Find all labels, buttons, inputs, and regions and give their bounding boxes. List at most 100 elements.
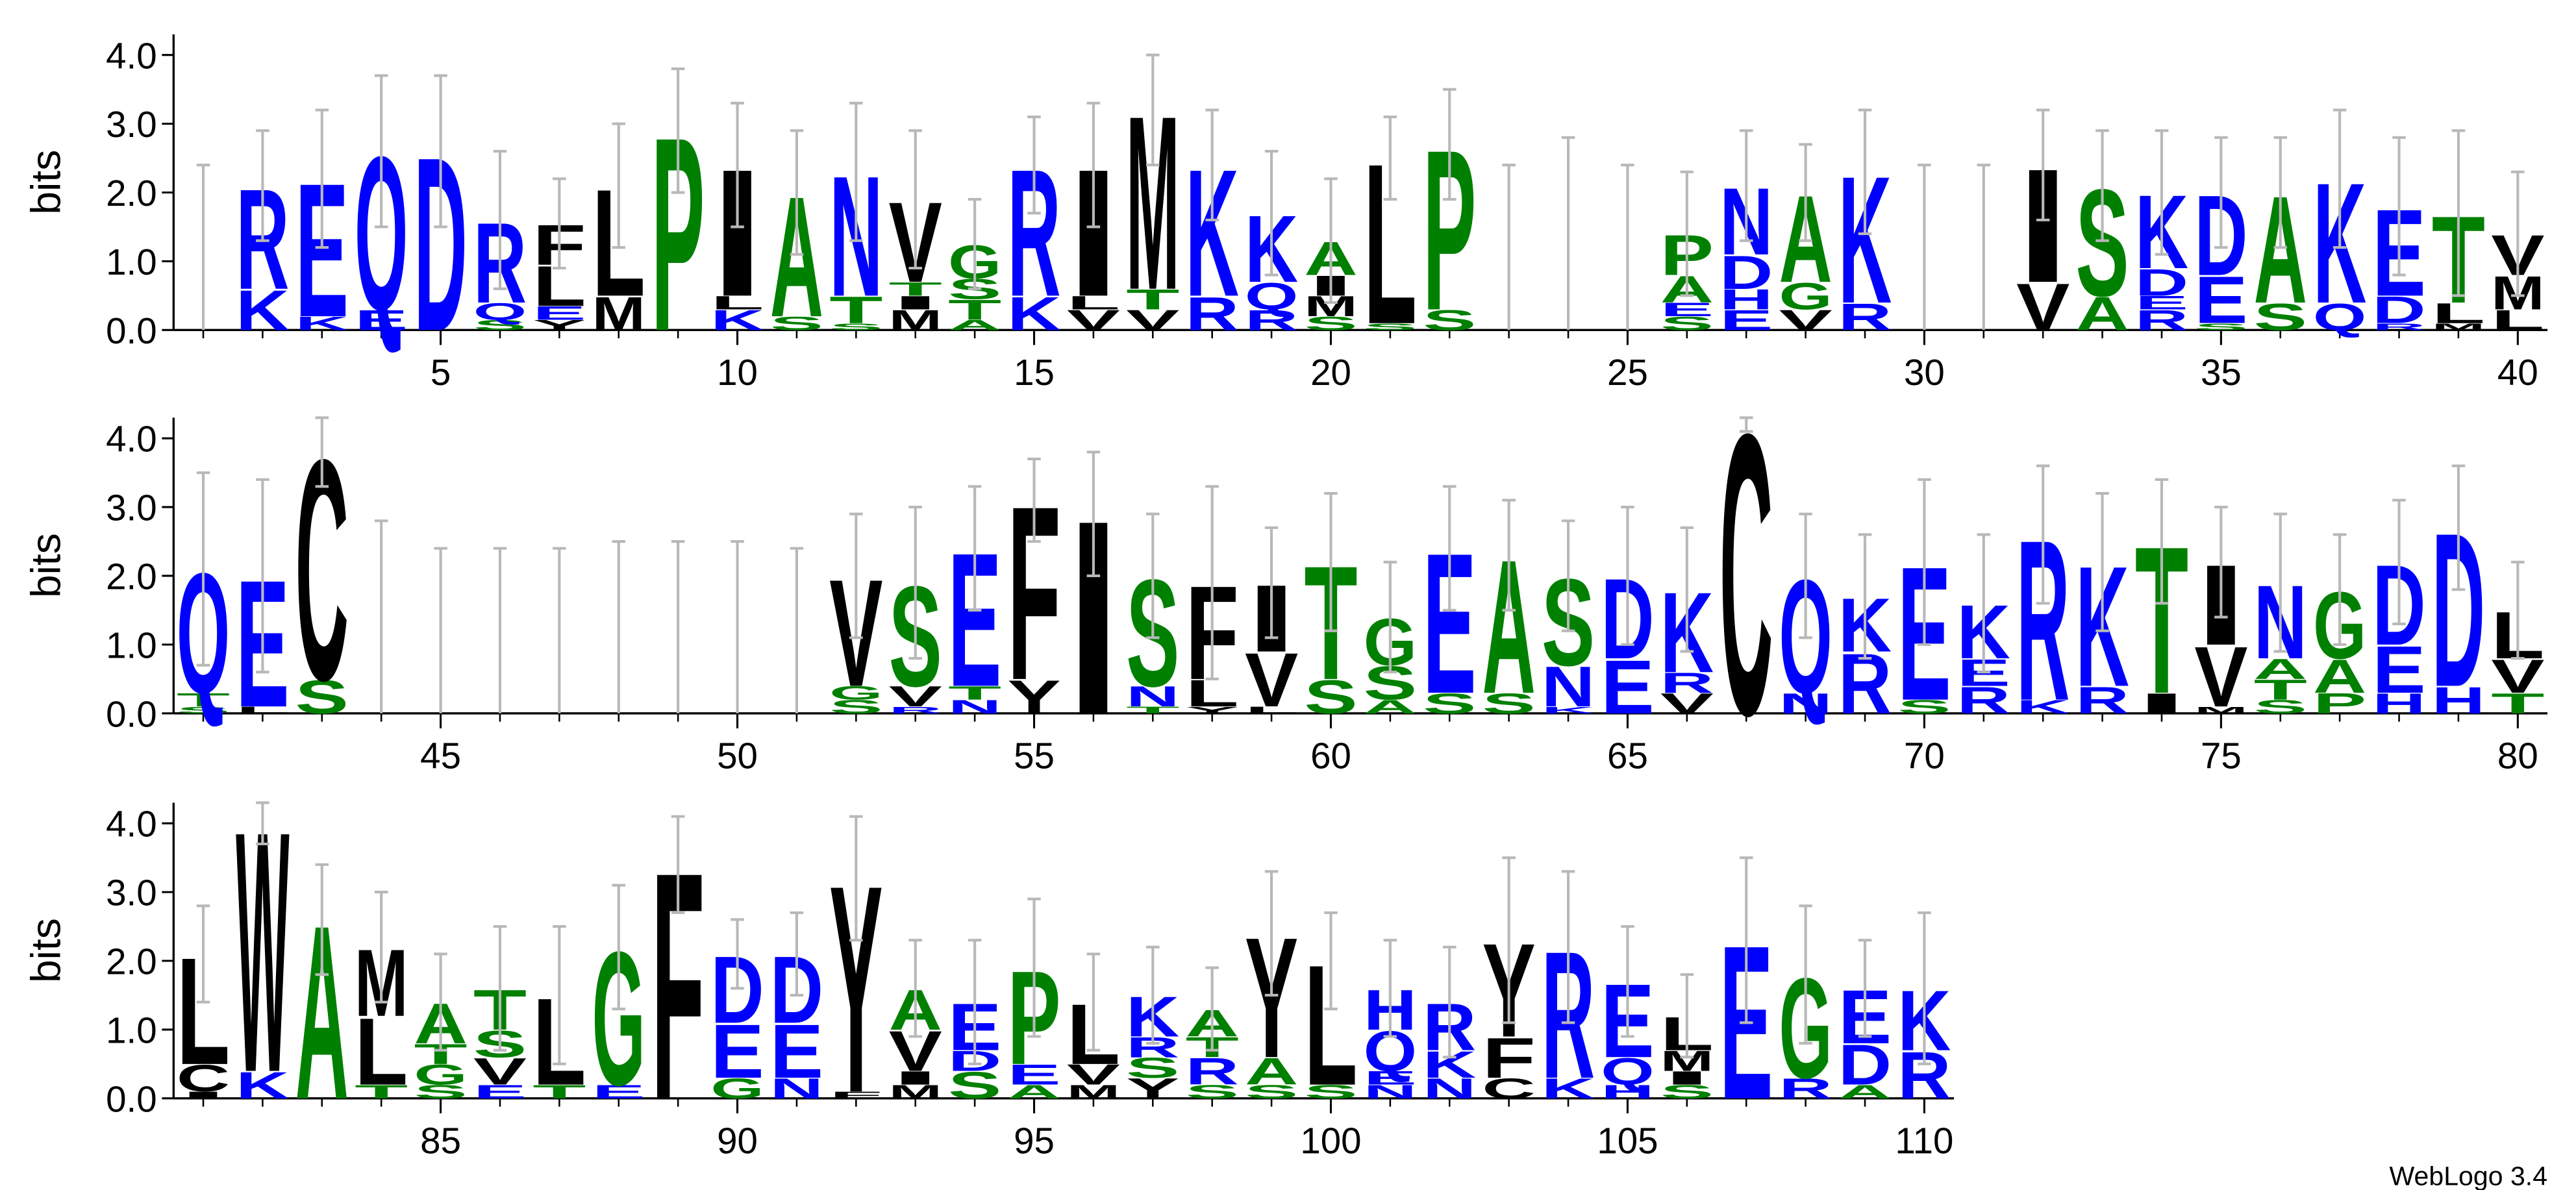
letter: K bbox=[1007, 287, 1060, 340]
letter: T bbox=[355, 1081, 408, 1102]
letter: S bbox=[1423, 304, 1476, 336]
y-tick-label: 1.0 bbox=[106, 625, 157, 665]
letter: H bbox=[2432, 679, 2485, 722]
letter: R bbox=[2372, 321, 2425, 332]
letter: E bbox=[592, 1081, 645, 1102]
letter: R bbox=[1838, 296, 1892, 339]
letter: R bbox=[1186, 1050, 1239, 1093]
letter: Q bbox=[1601, 1050, 1654, 1093]
letter: L bbox=[710, 292, 764, 314]
x-tick-label: 20 bbox=[1310, 352, 1351, 393]
letter: Q bbox=[2313, 296, 2366, 338]
letter: A bbox=[1364, 696, 1417, 717]
letter: H bbox=[1601, 1081, 1654, 1102]
letter: S bbox=[1186, 1081, 1239, 1102]
letter: M bbox=[889, 304, 942, 336]
x-tick-label: 10 bbox=[717, 352, 758, 393]
letter: L bbox=[1067, 292, 1120, 314]
letter: T bbox=[948, 682, 1001, 704]
letter: I bbox=[889, 292, 942, 314]
letter: F bbox=[829, 1090, 882, 1100]
letter: V bbox=[1067, 1059, 1121, 1091]
x-tick-label: 70 bbox=[1904, 735, 1945, 776]
x-tick-label: 75 bbox=[2201, 735, 2242, 776]
letter: G bbox=[829, 682, 882, 704]
letter: Y bbox=[1126, 1072, 1179, 1105]
letter: K bbox=[2016, 696, 2070, 717]
y-tick-label: 2.0 bbox=[106, 173, 157, 214]
x-tick-label: 110 bbox=[1895, 1121, 1953, 1161]
letter: V bbox=[1126, 304, 1180, 336]
letter: V bbox=[1067, 304, 1121, 336]
letter: S bbox=[1304, 1081, 1357, 1102]
letter: I bbox=[1660, 1067, 1714, 1089]
letter: E bbox=[1719, 304, 1773, 336]
x-tick-label: 80 bbox=[2497, 735, 2538, 776]
x-tick-label: 95 bbox=[1014, 1121, 1055, 1161]
letter: F bbox=[1482, 1026, 1536, 1090]
letter: T bbox=[532, 1081, 586, 1102]
x-tick-label: 90 bbox=[717, 1121, 758, 1161]
x-tick-label: 30 bbox=[1904, 352, 1945, 393]
footer: WebLogo 3.4 bbox=[2390, 1161, 2548, 1190]
letter: S bbox=[295, 670, 349, 724]
letter: I bbox=[889, 1067, 942, 1089]
y-tick-label: 4.0 bbox=[106, 35, 157, 76]
x-tick-label: 60 bbox=[1310, 735, 1351, 776]
letter: S bbox=[1482, 688, 1536, 720]
y-tick-label: 3.0 bbox=[106, 104, 157, 145]
letter: P bbox=[2313, 688, 2366, 720]
letter: G bbox=[1779, 275, 1832, 317]
letter: N bbox=[1779, 688, 1832, 719]
letter: E bbox=[1007, 1059, 1060, 1091]
letter: E bbox=[770, 1009, 823, 1095]
letter: S bbox=[770, 313, 823, 334]
letter: D bbox=[1838, 1033, 1892, 1097]
letter: T bbox=[829, 289, 882, 332]
letter: T bbox=[889, 279, 942, 300]
letter: A bbox=[948, 317, 1001, 333]
letter: S bbox=[1423, 688, 1476, 720]
y-tick-label: 1.0 bbox=[106, 1010, 157, 1050]
letter: R bbox=[2075, 679, 2129, 722]
letter: R bbox=[889, 705, 942, 715]
letter: E bbox=[1660, 299, 1714, 321]
letter: E bbox=[473, 1081, 527, 1102]
letter: S bbox=[829, 321, 882, 332]
letter: A bbox=[2313, 650, 2366, 703]
letter: K bbox=[295, 313, 349, 334]
y-tick-label: 0.0 bbox=[106, 693, 157, 734]
letter: S bbox=[2254, 696, 2307, 717]
letter: R bbox=[1957, 679, 2010, 722]
letter: E bbox=[2372, 633, 2425, 708]
letter: E bbox=[532, 303, 586, 324]
letter: S bbox=[829, 696, 882, 717]
y-tick-label: 0.0 bbox=[106, 310, 157, 351]
x-tick-label: 5 bbox=[431, 352, 451, 393]
letter: D bbox=[2372, 289, 2425, 332]
letter: K bbox=[710, 304, 764, 336]
letter: M bbox=[2194, 704, 2247, 715]
x-tick-label: 105 bbox=[1597, 1121, 1658, 1161]
letter: I bbox=[2135, 688, 2188, 719]
letter: C bbox=[177, 1058, 230, 1100]
letter: L bbox=[1245, 705, 1298, 715]
letter: C bbox=[1482, 1072, 1536, 1104]
letter: Y bbox=[1186, 705, 1239, 715]
letter: L bbox=[355, 998, 408, 1105]
letter: M bbox=[592, 287, 645, 340]
letter: V bbox=[2016, 270, 2070, 345]
x-tick-label: 100 bbox=[1300, 1121, 1361, 1161]
letter: S bbox=[177, 705, 230, 715]
x-tick-label: 25 bbox=[1607, 352, 1648, 393]
letter: S bbox=[1304, 313, 1357, 334]
x-tick-label: 40 bbox=[2497, 352, 2538, 393]
x-tick-label: 45 bbox=[420, 735, 461, 776]
letter: E bbox=[355, 304, 408, 336]
letter: T bbox=[1126, 705, 1179, 715]
letter: T bbox=[1126, 284, 1179, 316]
letter: H bbox=[1719, 284, 1773, 316]
letter: S bbox=[1364, 321, 1417, 332]
letter: T bbox=[2491, 688, 2544, 719]
